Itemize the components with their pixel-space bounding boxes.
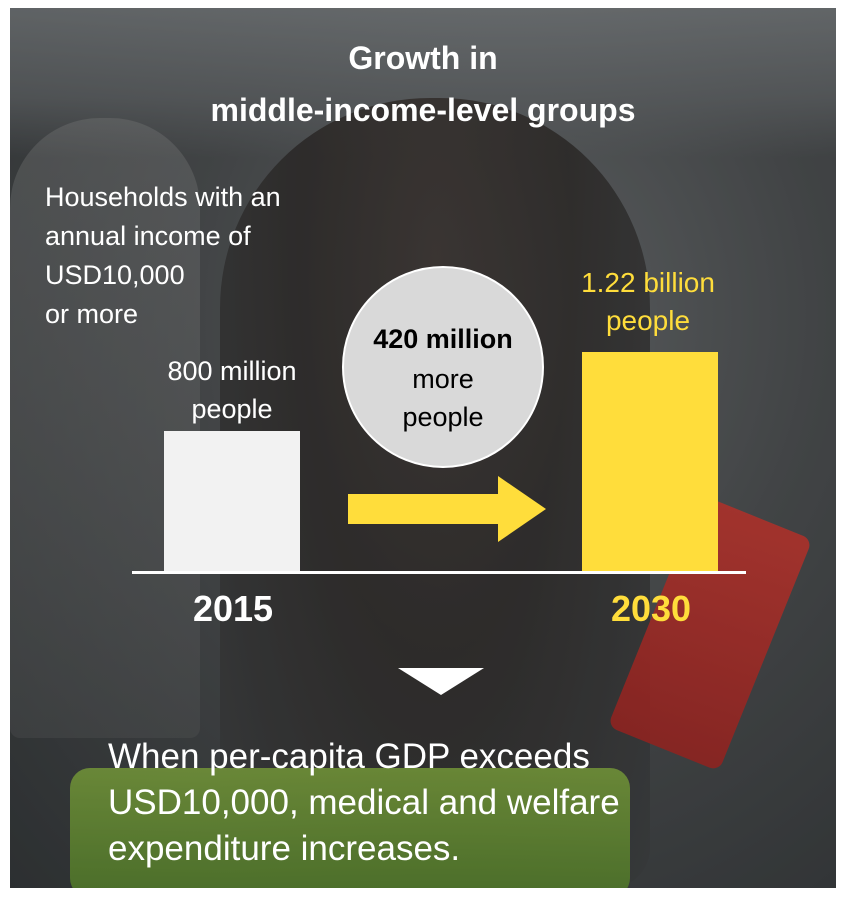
households-label-line: annual income of bbox=[45, 221, 251, 251]
data-label-2030-line2: people bbox=[605, 305, 691, 336]
data-label-2015-line1: 800 million bbox=[167, 356, 297, 386]
category-label-2030: 2030 bbox=[610, 588, 692, 629]
data-label-2030-line1: 1.22 billion bbox=[581, 267, 715, 298]
bar-2030 bbox=[582, 352, 718, 572]
background-shopping-basket bbox=[70, 768, 630, 888]
conclusion-line: expenditure increases. bbox=[108, 829, 461, 868]
households-label-line: Households with an bbox=[45, 182, 281, 212]
households-label-line: or more bbox=[45, 299, 139, 329]
data-label-2030: 1.22 billion people bbox=[548, 264, 748, 340]
conclusion-text: When per-capita GDP exceeds USD10,000, m… bbox=[108, 734, 808, 872]
down-triangle-icon bbox=[398, 668, 484, 695]
difference-text-line2: more bbox=[412, 364, 474, 394]
data-label-2015-line2: people bbox=[191, 394, 273, 424]
difference-amount: 420 million bbox=[373, 324, 513, 354]
chart-title-line2: middle-income-level groups bbox=[210, 92, 636, 128]
chart-baseline bbox=[132, 571, 746, 574]
conclusion-line: USD10,000, medical and welfare bbox=[108, 783, 620, 822]
data-label-2015: 800 million people bbox=[140, 352, 324, 428]
difference-text-line3: people bbox=[402, 402, 484, 432]
conclusion-line: When per-capita GDP exceeds bbox=[108, 737, 590, 776]
category-label-2015: 2015 bbox=[192, 588, 274, 629]
growth-arrow-icon bbox=[348, 476, 546, 542]
difference-circle: 420 million more people bbox=[342, 266, 544, 468]
background-shopper bbox=[10, 118, 200, 738]
households-label-line: USD10,000 bbox=[45, 260, 185, 290]
bar-2015 bbox=[164, 431, 300, 572]
households-label: Households with an annual income of USD1… bbox=[45, 178, 375, 334]
chart-title-line1: Growth in bbox=[348, 40, 498, 76]
